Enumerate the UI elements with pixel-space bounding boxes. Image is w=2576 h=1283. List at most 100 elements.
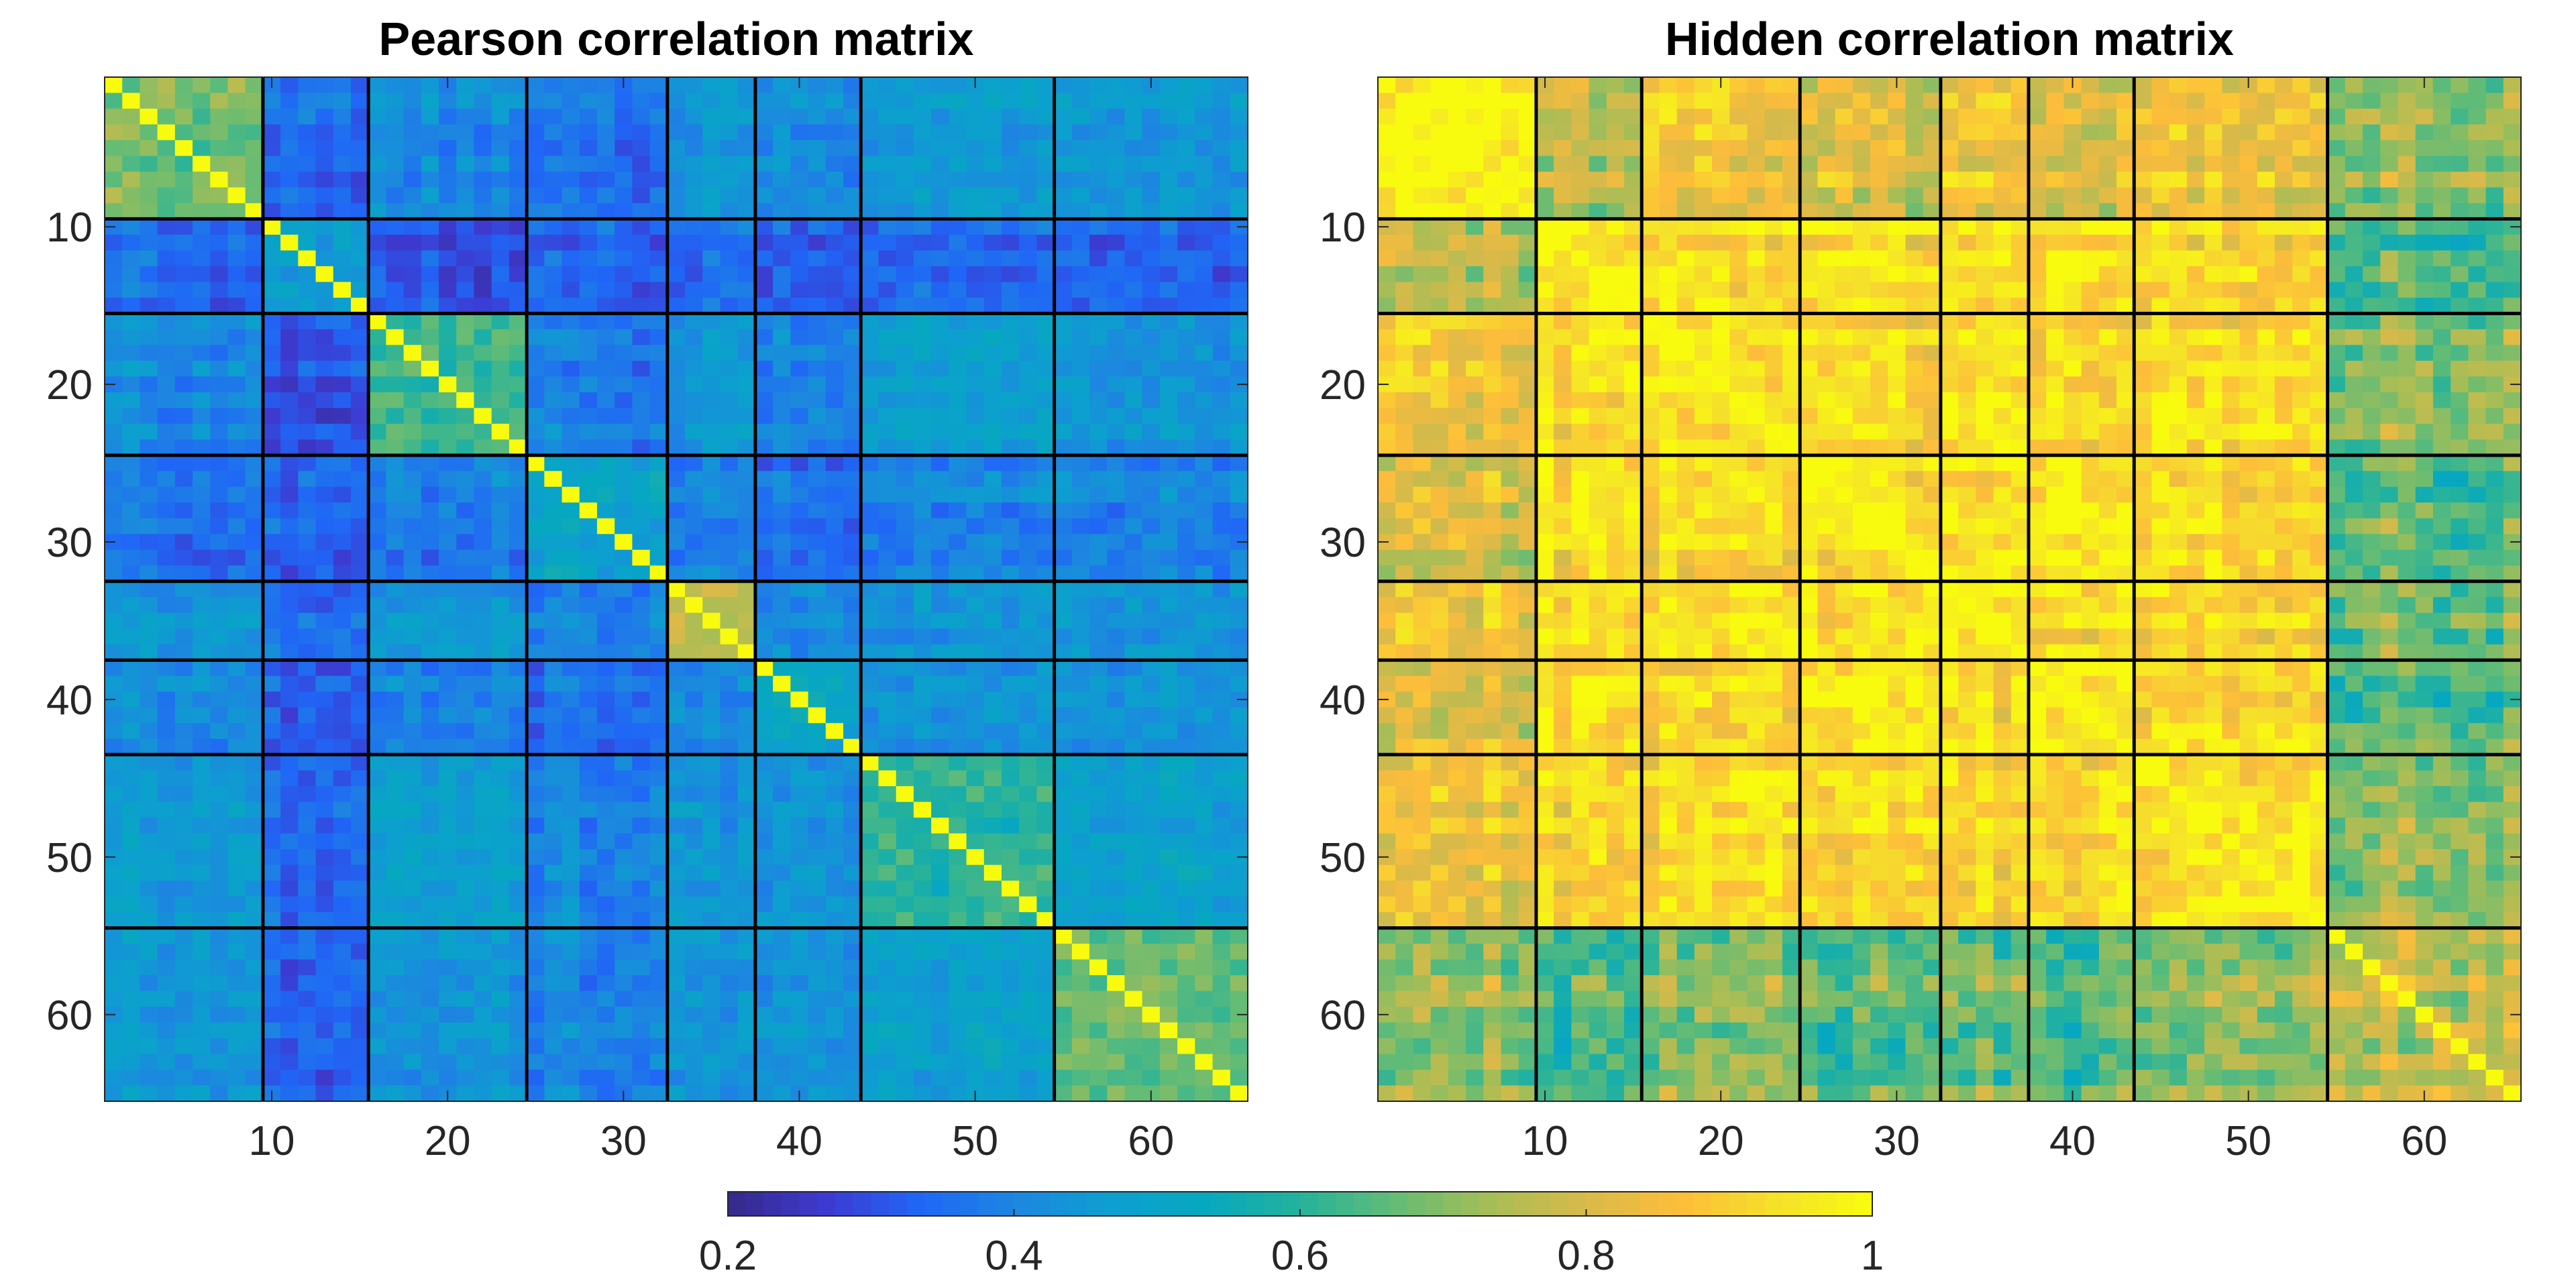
heatmap-cell	[1659, 219, 1678, 235]
heatmap-cell	[790, 518, 809, 535]
heatmap-cell	[368, 376, 387, 393]
heatmap-cell	[1940, 93, 1959, 109]
heatmap-cell	[878, 77, 897, 94]
heatmap-cell	[315, 864, 334, 881]
heatmap-cell	[1177, 282, 1195, 298]
heatmap-cell	[421, 770, 439, 787]
heatmap-cell	[1001, 644, 1020, 661]
heatmap-cell	[157, 203, 176, 220]
heatmap-cell	[333, 234, 352, 252]
heatmap-cell	[878, 250, 897, 267]
heatmap-cell	[491, 723, 510, 740]
heatmap-cell	[737, 833, 756, 850]
heatmap-cell	[1589, 140, 1607, 157]
heatmap-cell	[298, 612, 317, 629]
heatmap-cell	[280, 770, 299, 787]
heatmap-cell	[667, 864, 686, 881]
heatmap-cell	[720, 93, 739, 109]
heatmap-cell	[1195, 156, 1214, 172]
heatmap-cell	[157, 849, 176, 866]
heatmap-cell	[474, 93, 492, 109]
heatmap-cell	[1124, 660, 1143, 677]
heatmap-cell	[1142, 234, 1161, 252]
heatmap-cell	[843, 864, 861, 881]
heatmap-cell	[140, 928, 158, 944]
heatmap-cell	[491, 140, 510, 157]
heatmap-cell	[245, 770, 264, 787]
heatmap-cell	[597, 1007, 615, 1023]
heatmap-cell	[1729, 108, 1748, 125]
heatmap-cell	[544, 675, 563, 692]
heatmap-cell	[1001, 755, 1020, 771]
heatmap-cell	[122, 1022, 141, 1039]
heatmap-cell	[983, 471, 1002, 488]
heatmap-cell	[737, 408, 756, 425]
heatmap-cell	[1923, 171, 1941, 188]
heatmap-cell	[1124, 581, 1143, 598]
heatmap-cell	[1019, 219, 1038, 235]
heatmap-cell	[737, 644, 756, 661]
heatmap-cell	[140, 770, 158, 787]
heatmap-cell	[1124, 360, 1143, 377]
heatmap-cell	[983, 502, 1002, 519]
heatmap-cell	[351, 675, 369, 692]
heatmap-cell	[808, 408, 826, 425]
heatmap-cell	[685, 849, 703, 866]
heatmap-cell	[1606, 93, 1625, 109]
heatmap-cell	[315, 975, 334, 992]
heatmap-cell	[597, 549, 615, 566]
heatmap-cell	[966, 203, 985, 220]
heatmap-cell	[1676, 187, 1695, 204]
heatmap-cell	[1694, 93, 1713, 109]
heatmap-cell	[1413, 171, 1432, 188]
heatmap-cell	[1694, 219, 1713, 235]
heatmap-cell	[122, 959, 141, 976]
heatmap-cell	[2451, 93, 2469, 109]
heatmap-cell	[315, 124, 334, 141]
heatmap-cell	[2503, 93, 2522, 109]
heatmap-cell	[1195, 234, 1214, 252]
heatmap-cell	[1142, 502, 1161, 519]
heatmap-cell	[861, 486, 879, 503]
heatmap-cell	[1923, 124, 1941, 141]
heatmap-cell	[1019, 171, 1038, 188]
heatmap-cell	[280, 234, 299, 252]
heatmap-cell	[262, 502, 281, 519]
heatmap-cell	[157, 266, 176, 282]
heatmap-cell	[1395, 156, 1414, 172]
heatmap-cell	[1124, 219, 1143, 235]
heatmap-cell	[544, 628, 563, 645]
heatmap-cell	[1764, 156, 1783, 172]
heatmap-cell	[790, 329, 809, 345]
heatmap-cell	[245, 644, 264, 661]
heatmap-cell	[491, 187, 510, 204]
heatmap-cell	[649, 723, 668, 740]
heatmap-cell	[1001, 250, 1020, 267]
heatmap-cell	[597, 297, 615, 314]
heatmap-cell	[667, 597, 686, 614]
heatmap-cell	[649, 912, 668, 929]
heatmap-cell	[649, 250, 668, 267]
heatmap-cell	[561, 1070, 580, 1086]
heatmap-cell	[174, 786, 193, 803]
heatmap-cell	[1001, 360, 1020, 377]
heatmap-cell	[1054, 408, 1073, 425]
heatmap-cell	[614, 738, 633, 755]
heatmap-cell	[544, 266, 563, 282]
heatmap-cell	[333, 549, 352, 566]
heatmap-cell	[773, 203, 791, 220]
heatmap-cell	[456, 376, 475, 393]
heatmap-cell	[245, 755, 264, 771]
heatmap-cell	[1107, 818, 1126, 834]
heatmap-cell	[298, 707, 317, 724]
heatmap-cell	[227, 1085, 246, 1102]
heatmap-cell	[2204, 156, 2222, 172]
heatmap-cell	[1019, 612, 1038, 629]
heatmap-cell	[474, 818, 492, 834]
heatmap-cell	[720, 360, 739, 377]
hidden-panel: Hidden correlation matrix 10 20 30 40 50 60 1…	[1320, 13, 2522, 1164]
heatmap-cell	[403, 959, 422, 976]
heatmap-cell	[632, 329, 651, 345]
heatmap-cell	[193, 818, 211, 834]
heatmap-cell	[825, 975, 844, 992]
